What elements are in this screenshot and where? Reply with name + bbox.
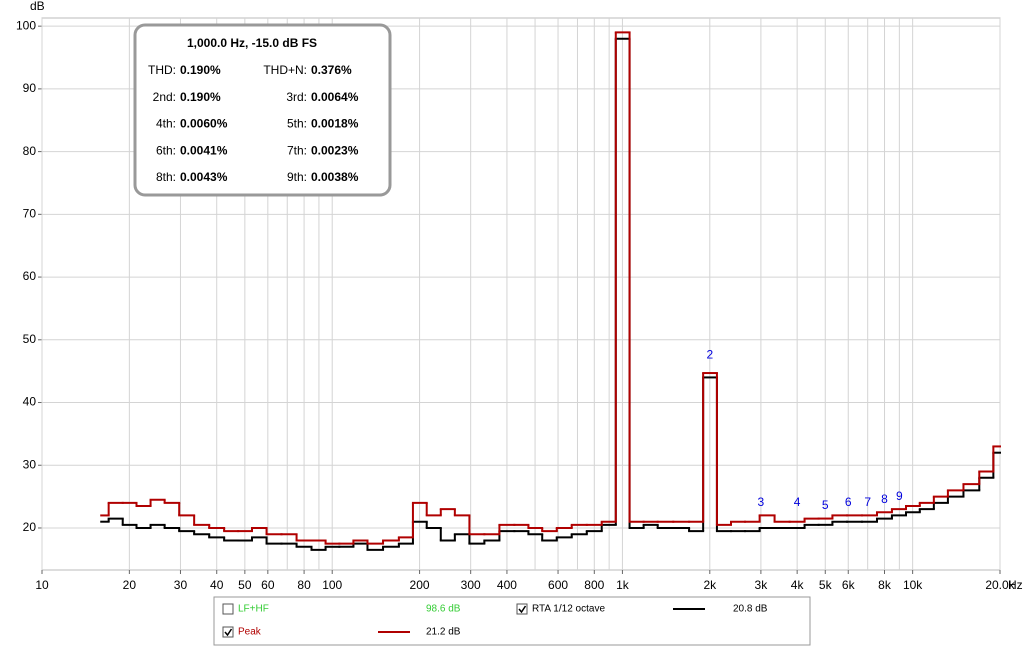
metric-label: 6th: bbox=[156, 143, 176, 157]
metric-label: 9th: bbox=[287, 170, 307, 184]
x-tick-label: 30 bbox=[174, 578, 188, 592]
legend-checkbox[interactable] bbox=[222, 626, 234, 638]
metric-value: 0.0023% bbox=[311, 143, 359, 157]
metric-label: 7th: bbox=[287, 143, 307, 157]
x-tick-label: 5k bbox=[819, 578, 833, 592]
harmonic-label: 4 bbox=[794, 495, 801, 509]
legend-checkbox[interactable] bbox=[222, 603, 234, 615]
metric-value: 0.0018% bbox=[311, 117, 359, 131]
y-tick-label: 80 bbox=[23, 144, 37, 158]
y-tick-label: 100 bbox=[16, 18, 36, 32]
x-tick-label: 10 bbox=[35, 578, 49, 592]
y-axis-label: dB bbox=[30, 0, 45, 13]
legend-readout: 20.8 dB bbox=[733, 604, 768, 615]
x-tick-label: 1k bbox=[616, 578, 630, 592]
harmonic-label: 7 bbox=[864, 495, 871, 509]
x-tick-label: 50 bbox=[238, 578, 252, 592]
metric-label: THD+N: bbox=[263, 63, 307, 77]
metric-value: 0.0060% bbox=[180, 117, 228, 131]
x-tick-label: 4k bbox=[791, 578, 805, 592]
x-tick-label: 6k bbox=[842, 578, 856, 592]
y-tick-label: 30 bbox=[23, 457, 37, 471]
legend-readout: 98.6 dB bbox=[426, 604, 461, 615]
x-tick-label: 80 bbox=[297, 578, 311, 592]
distortion-box bbox=[133, 23, 392, 197]
x-tick-label: 300 bbox=[461, 578, 481, 592]
x-tick-label: 400 bbox=[497, 578, 517, 592]
y-tick-label: 90 bbox=[23, 81, 37, 95]
metric-value: 0.0043% bbox=[180, 170, 228, 184]
harmonic-label: 6 bbox=[845, 495, 852, 509]
metric-value: 0.0064% bbox=[311, 90, 359, 104]
y-tick-label: 70 bbox=[23, 207, 37, 221]
metric-value: 0.376% bbox=[311, 63, 352, 77]
x-tick-label: 600 bbox=[548, 578, 568, 592]
metric-label: 4th: bbox=[156, 117, 176, 131]
metric-label: 3rd: bbox=[286, 90, 307, 104]
metric-value: 0.190% bbox=[180, 90, 221, 104]
metric-label: THD: bbox=[148, 63, 176, 77]
metric-value: 0.190% bbox=[180, 63, 221, 77]
legend-checkbox[interactable] bbox=[516, 603, 528, 615]
y-tick-label: 40 bbox=[23, 395, 37, 409]
x-tick-label: 20.0k bbox=[985, 578, 1015, 592]
harmonic-label: 3 bbox=[758, 495, 765, 509]
y-tick-label: 20 bbox=[23, 520, 37, 534]
metric-label: 8th: bbox=[156, 170, 176, 184]
y-tick-label: 50 bbox=[23, 332, 37, 346]
x-tick-label: 100 bbox=[322, 578, 342, 592]
distortion-title: 1,000.0 Hz, -15.0 dB FS bbox=[187, 36, 317, 50]
x-tick-label: 800 bbox=[584, 578, 604, 592]
harmonic-label: 9 bbox=[896, 489, 903, 503]
harmonic-label: 8 bbox=[881, 492, 888, 506]
legend-label: RTA 1/12 octave bbox=[532, 604, 605, 615]
x-tick-label: 60 bbox=[261, 578, 275, 592]
x-tick-label: 3k bbox=[755, 578, 769, 592]
x-tick-label: 40 bbox=[210, 578, 224, 592]
legend-label: LF+HF bbox=[238, 604, 269, 615]
harmonic-label: 2 bbox=[706, 348, 713, 362]
metric-value: 0.0038% bbox=[311, 170, 359, 184]
metric-label: 5th: bbox=[287, 117, 307, 131]
legend-label: Peak bbox=[238, 627, 262, 638]
legend-panel bbox=[213, 596, 811, 646]
x-tick-label: 20 bbox=[123, 578, 137, 592]
x-tick-label: 8k bbox=[878, 578, 892, 592]
legend-readout: 21.2 dB bbox=[426, 627, 461, 638]
y-tick-label: 60 bbox=[23, 269, 37, 283]
x-tick-label: 10k bbox=[903, 578, 923, 592]
x-tick-label: 200 bbox=[410, 578, 430, 592]
metric-label: 2nd: bbox=[153, 90, 176, 104]
harmonic-label: 5 bbox=[822, 498, 829, 512]
check-mark bbox=[224, 628, 233, 637]
metric-value: 0.0041% bbox=[180, 143, 228, 157]
x-axis-label: Hz bbox=[1008, 578, 1023, 592]
check-mark bbox=[518, 605, 527, 614]
x-tick-label: 2k bbox=[703, 578, 717, 592]
